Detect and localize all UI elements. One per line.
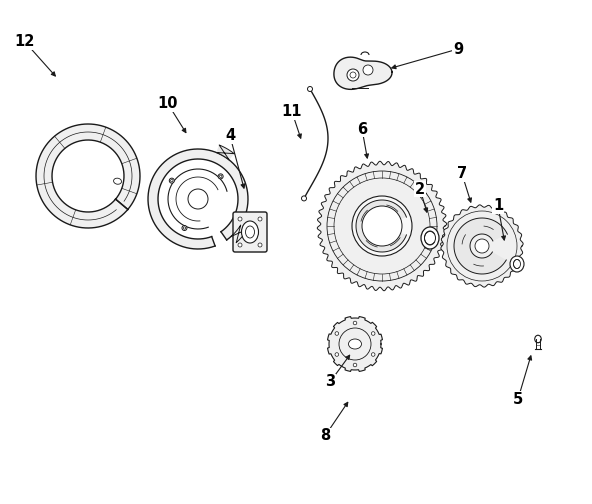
Text: 7: 7: [457, 166, 467, 181]
Ellipse shape: [242, 221, 259, 243]
FancyBboxPatch shape: [233, 212, 267, 252]
Circle shape: [335, 332, 339, 335]
Text: 4: 4: [225, 129, 235, 144]
Circle shape: [350, 72, 356, 78]
Circle shape: [182, 225, 187, 230]
Circle shape: [220, 175, 222, 177]
Circle shape: [362, 206, 402, 246]
Polygon shape: [148, 149, 248, 249]
Text: 2: 2: [415, 181, 425, 197]
Polygon shape: [317, 161, 447, 291]
Circle shape: [347, 69, 359, 81]
Circle shape: [363, 65, 373, 75]
Circle shape: [335, 353, 339, 356]
Circle shape: [170, 179, 173, 182]
Circle shape: [218, 174, 223, 179]
Circle shape: [258, 217, 262, 221]
Ellipse shape: [246, 226, 255, 238]
Ellipse shape: [349, 339, 362, 349]
Text: 5: 5: [513, 392, 523, 407]
Circle shape: [238, 243, 242, 247]
Polygon shape: [334, 57, 392, 89]
Circle shape: [169, 178, 174, 183]
Ellipse shape: [513, 260, 520, 269]
Ellipse shape: [424, 231, 436, 245]
Circle shape: [352, 196, 412, 256]
Circle shape: [353, 321, 357, 325]
Text: 10: 10: [157, 96, 178, 111]
Text: 8: 8: [320, 428, 330, 444]
Text: 3: 3: [325, 374, 335, 390]
Text: 9: 9: [453, 41, 463, 56]
Circle shape: [188, 189, 208, 209]
Text: 11: 11: [282, 104, 303, 119]
Circle shape: [307, 87, 313, 92]
Text: 12: 12: [15, 34, 35, 49]
Text: 6: 6: [357, 121, 367, 137]
Circle shape: [184, 227, 186, 229]
Ellipse shape: [114, 178, 121, 184]
Ellipse shape: [421, 227, 439, 249]
Circle shape: [371, 353, 375, 356]
Circle shape: [353, 363, 357, 367]
Circle shape: [475, 239, 489, 253]
Polygon shape: [231, 225, 247, 242]
Polygon shape: [36, 124, 140, 228]
Circle shape: [301, 196, 307, 201]
Circle shape: [238, 217, 242, 221]
Polygon shape: [441, 205, 523, 287]
Text: 1: 1: [493, 199, 503, 214]
Ellipse shape: [510, 256, 524, 272]
Circle shape: [258, 243, 262, 247]
Polygon shape: [454, 218, 507, 274]
Polygon shape: [356, 200, 407, 252]
Polygon shape: [327, 317, 382, 371]
Circle shape: [371, 332, 375, 335]
Polygon shape: [216, 145, 234, 160]
Ellipse shape: [535, 335, 541, 343]
